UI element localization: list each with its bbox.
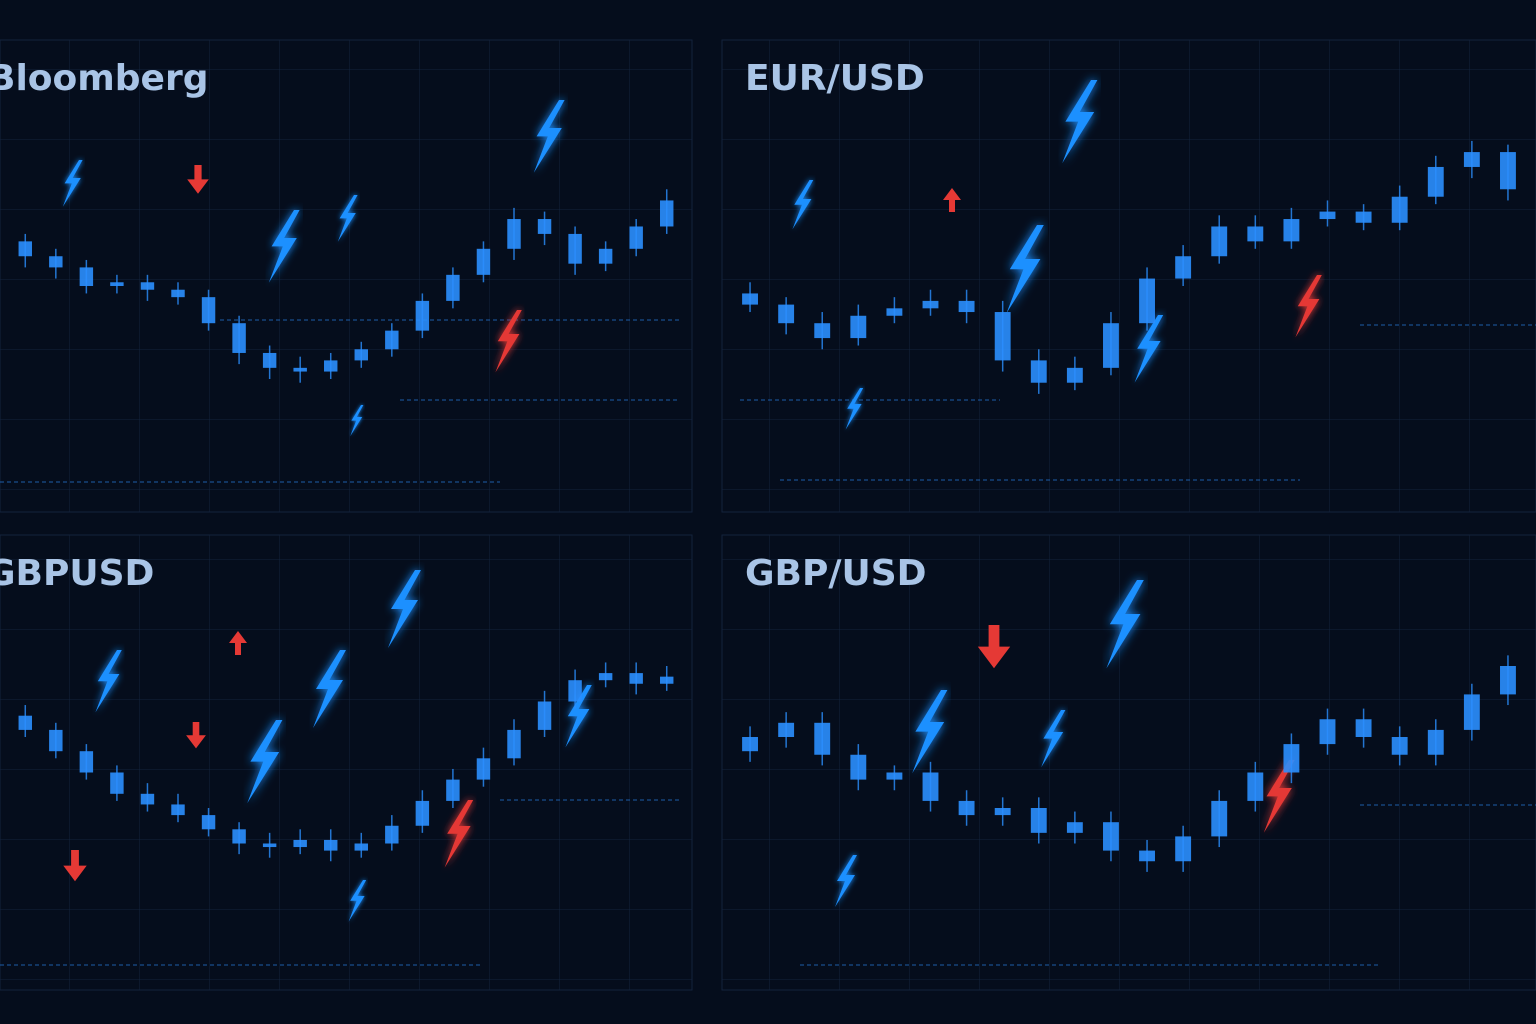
candle-body (778, 304, 795, 324)
candle-body (1319, 211, 1336, 220)
candle-body (660, 200, 674, 227)
candle-body (1175, 836, 1192, 862)
candle-body (850, 754, 867, 780)
candle-body (537, 219, 552, 234)
candle-body (110, 772, 124, 794)
candle-body (18, 241, 32, 257)
candle-body (1427, 729, 1444, 755)
candle-body (385, 825, 399, 844)
candle-body (507, 219, 521, 249)
candle-body (415, 800, 430, 826)
candle-body (232, 829, 246, 844)
candle-body (140, 282, 155, 290)
candle-body (232, 323, 246, 353)
candle-body (1283, 744, 1300, 773)
candle-body (293, 839, 307, 848)
candle-body (79, 751, 94, 773)
candle-body (49, 729, 63, 752)
panel-title: GBP/USD (745, 553, 927, 594)
candle-body (140, 793, 155, 805)
candle-body (1391, 196, 1408, 223)
candle-body (742, 737, 758, 752)
candle-body (1319, 719, 1336, 745)
candle-body (1030, 360, 1047, 383)
candle-body (1500, 666, 1516, 695)
candle-body (922, 300, 939, 309)
panel-title: EUR/USD (745, 58, 925, 99)
candle-body (110, 282, 124, 286)
candle-body (850, 315, 867, 339)
candle-body (922, 772, 939, 801)
candle-body (1211, 800, 1228, 837)
panel-title: GBPUSD (0, 553, 154, 594)
candle-body (1355, 211, 1372, 223)
candle-body (324, 360, 338, 372)
candle-body (507, 729, 521, 759)
candle-body (568, 680, 582, 702)
candle-body (385, 330, 399, 350)
candle-body (1066, 822, 1083, 833)
candle-body (1139, 850, 1155, 862)
candle-body (1103, 822, 1119, 851)
candle-body (1247, 772, 1264, 801)
candle-body (354, 843, 368, 851)
candle-body (1391, 737, 1408, 755)
candle-body (886, 308, 903, 316)
candle-body (446, 779, 460, 801)
candle-body (324, 839, 338, 851)
candle-body (1283, 219, 1300, 242)
candle-body (1247, 226, 1264, 242)
candle-body (742, 293, 758, 305)
candle-body (1139, 278, 1155, 324)
candle-body (476, 248, 491, 275)
candle-body (958, 300, 975, 313)
candle-body (201, 297, 216, 324)
candle-body (293, 367, 307, 372)
candle-body (814, 722, 831, 755)
candle-body (79, 267, 94, 286)
candle-body (886, 772, 903, 780)
candle-body (598, 248, 613, 264)
candle-body (446, 274, 460, 301)
candle-body (1463, 694, 1480, 730)
candle-body (994, 808, 1011, 816)
candle-body (1355, 719, 1372, 737)
panel-title: Bloomberg (0, 58, 208, 99)
candle-body (1175, 256, 1192, 279)
candle-body (958, 800, 975, 816)
candle-body (1500, 152, 1516, 190)
candle-body (415, 300, 430, 331)
candle-body (18, 715, 32, 730)
candle-body (1103, 323, 1119, 368)
candle-body (171, 804, 185, 816)
candle-body (1463, 152, 1480, 167)
candle-body (171, 289, 185, 298)
candle-body (568, 233, 582, 264)
candle-body (598, 673, 613, 681)
candle-body (354, 349, 368, 361)
candle-body (994, 312, 1011, 361)
candle-body (660, 676, 674, 684)
candle-body (1066, 367, 1083, 383)
candle-body (1211, 226, 1228, 257)
candle-body (1427, 166, 1444, 197)
candle-body (262, 352, 277, 368)
candle-body (201, 815, 216, 830)
candle-body (49, 256, 63, 268)
candle-body (629, 673, 643, 684)
candle-body (814, 323, 831, 339)
candle-body (476, 758, 491, 780)
candle-body (537, 701, 552, 730)
candle-body (262, 843, 277, 848)
candle-body (1030, 808, 1047, 833)
candle-body (778, 722, 795, 737)
candle-body (629, 226, 643, 249)
